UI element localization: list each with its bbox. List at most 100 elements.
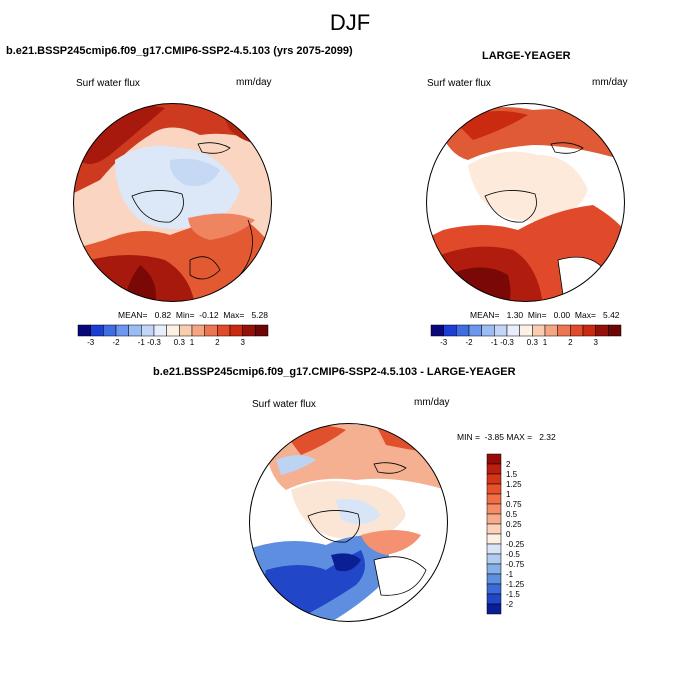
panel-3-colorbar-label: 1 [506, 490, 511, 499]
panel-1-colorbar-swatch [217, 324, 231, 337]
panel-3-colorbar-label: -1.5 [506, 590, 520, 599]
panel-2-colorbar-swatch [570, 324, 584, 337]
panel-2-colorbar-swatch [532, 324, 546, 337]
panel-3-polar-map [249, 423, 448, 622]
panel-2-colorbar-swatch [544, 324, 558, 337]
panel-1-colorbar-label: 1 [190, 338, 195, 347]
panel-2-colorbar-swatch [430, 324, 444, 337]
panel-3-colorbar-swatch [486, 503, 502, 515]
panel-1-polar-map [73, 103, 272, 302]
panel-2-colorbar-swatch [582, 324, 596, 337]
panel-2-colorbar-swatch [608, 324, 622, 337]
panel-3-units-label: mm/day [414, 397, 450, 408]
panel-3-colorbar-swatch [486, 463, 502, 475]
panel-3-colorbar-label: 0.75 [506, 500, 522, 509]
panel-2-colorbar-swatch [443, 324, 457, 337]
panel-1-colorbar-swatch [115, 324, 129, 337]
panel-1-colorbar-swatch [90, 324, 104, 337]
panel-3-colorbar-swatch [486, 493, 502, 505]
panel-1-colorbar-swatch [204, 324, 218, 337]
panel-1-colorbar-swatch [229, 324, 243, 337]
panel-3-colorbar-swatch [486, 603, 502, 615]
panel-3-colorbar-label: 2 [506, 460, 511, 469]
panel-3-bering-negative [276, 455, 316, 475]
panel-3-colorbar-swatch [486, 483, 502, 495]
panel-1-case-title: b.e21.BSSP245cmip6.f09_g17.CMIP6-SSP2-4.… [6, 45, 353, 57]
panel-1-colorbar-swatch [153, 324, 167, 337]
panel-1-colorbar-swatch [128, 324, 142, 337]
panel-3-stats: MIN = -3.85 MAX = 2.32 [457, 432, 556, 442]
panel-1-colorbar-label: 0.3 [174, 338, 186, 347]
panel-2-colorbar-label: -1 [491, 338, 499, 347]
panel-2-units-label: mm/day [592, 77, 628, 88]
panel-1-colorbar-swatch [255, 324, 269, 337]
panel-3-colorbar-swatch [486, 543, 502, 555]
panel-1-colorbar-label: -1 [138, 338, 146, 347]
panel-2-colorbar-swatch [494, 324, 508, 337]
panel-2-colorbar-swatch [519, 324, 533, 337]
panel-1-colorbar-swatch [242, 324, 256, 337]
panel-3-colorbar-swatch [486, 563, 502, 575]
panel-3-colorbar-label: 0.25 [506, 520, 522, 529]
panel-3-barents-positive [361, 530, 421, 555]
panel-1-colorbar-label: 3 [240, 338, 245, 347]
figure-title: DJF [329, 10, 371, 35]
panel-3-colorbar-swatch [486, 513, 502, 525]
panel-2-colorbar: -3 -2 -1 -0.3 0.3 1 2 3 [430, 324, 622, 347]
panel-1-barents-positive [188, 213, 255, 240]
panel-2-stats: MEAN= 1.30 Min= 0.00 Max= 5.42 [470, 310, 620, 320]
panel-3-colorbar-swatch [486, 573, 502, 585]
panel-3-colorbar-swatch [486, 523, 502, 535]
panel-3-atlantic-min [331, 553, 361, 572]
panel-2-colorbar-swatch [481, 324, 495, 337]
panel-3-colorbar-label: 1.25 [506, 480, 522, 489]
panel-2-colorbar-swatch [557, 324, 571, 337]
panel-1-colorbar-label: 2 [215, 338, 220, 347]
panel-2-colorbar-label: 3 [593, 338, 598, 347]
panel-2-colorbar-swatch [506, 324, 520, 337]
panel-1-map-boundary [73, 103, 272, 302]
panel-3-colorbar-label: -0.75 [506, 560, 525, 569]
panel-1-arctic-core [169, 158, 220, 186]
panel-2-colorbar-swatch [595, 324, 609, 337]
panel-3-colorbar-label: -0.25 [506, 540, 525, 549]
panel-2-polar-map [426, 103, 625, 302]
panel-1-colorbar: -3 -2 -1 -0.3 0.3 1 2 3 [77, 324, 269, 347]
panel-3-arctic-negative [336, 499, 381, 524]
panel-2-atlantic-core [443, 267, 511, 302]
panel-3-colorbar-label: 1.5 [506, 470, 518, 479]
panel-1-colorbar-swatch [179, 324, 193, 337]
panel-3-map-boundary [249, 423, 448, 622]
panel-3-variable-label: Surf water flux [252, 399, 316, 410]
panel-2-colorbar-label: 0.3 [527, 338, 539, 347]
panel-2-arctic-low [468, 151, 588, 222]
panel-3-coastlines [307, 462, 427, 596]
panel-3-colorbar-swatch [486, 553, 502, 565]
panel-3-colorbar-label: -1 [506, 570, 514, 579]
panel-2-colorbar-swatch [456, 324, 470, 337]
panel-3-colorbar-swatch [486, 453, 502, 465]
panel-1-colorbar-swatch [191, 324, 205, 337]
panel-1-colorbar-label: -2 [112, 338, 120, 347]
panel-1-colorbar-label: -3 [87, 338, 95, 347]
panel-3-colorbar-label: 0 [506, 530, 511, 539]
panel-2-map-boundary [426, 103, 625, 302]
panel-3-colorbar-label: -2 [506, 600, 514, 609]
panel-3-colorbar-label: -1.25 [506, 580, 525, 589]
panel-2-colorbar-label: -3 [440, 338, 448, 347]
panel-3-colorbar-label: 0.5 [506, 510, 518, 519]
panel-1-stats: MEAN= 0.82 Min= -0.12 Max= 5.28 [118, 310, 269, 320]
panel-2-colorbar-label: -0.3 [500, 338, 514, 347]
panel-2-colorbar-swatch [468, 324, 482, 337]
panel-3-colorbar-label: -0.5 [506, 550, 520, 559]
panel-2-colorbar-label: 1 [543, 338, 548, 347]
panel-1-colorbar-swatch [166, 324, 180, 337]
panel-1-colorbar-swatch [141, 324, 155, 337]
panel-1-coastlines [131, 142, 253, 280]
panel-2-colorbar-label: 2 [568, 338, 573, 347]
panel-3-case-title: b.e21.BSSP245cmip6.f09_g17.CMIP6-SSP2-4.… [153, 366, 516, 378]
panel-1-colorbar-swatch [103, 324, 117, 337]
panel-3-colorbar-swatch [486, 533, 502, 545]
panel-1-units-label: mm/day [236, 77, 272, 88]
panel-2-colorbar-label: -2 [465, 338, 473, 347]
